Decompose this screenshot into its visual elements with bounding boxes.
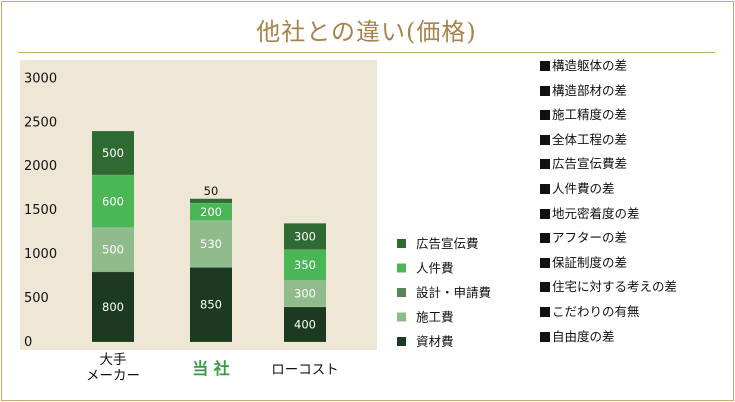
bar-segment xyxy=(92,227,134,272)
category-label: メーカー xyxy=(86,368,140,384)
difference-label: 地元密着度の差 xyxy=(552,205,640,221)
legend-label: 設計・申請費 xyxy=(416,285,491,300)
bar-segment xyxy=(190,198,232,204)
square-bullet-icon xyxy=(540,134,550,145)
data-label: 300 xyxy=(294,230,316,244)
difference-item: 住宅に対する考えの差 xyxy=(540,279,677,304)
bar-segment xyxy=(284,223,326,250)
legend-swatch xyxy=(397,239,406,248)
bar-segment xyxy=(284,249,326,281)
difference-item: 全体工程の差 xyxy=(540,132,677,157)
legend-label: 人件費 xyxy=(416,261,454,276)
data-label: 50 xyxy=(204,184,219,198)
y-tick-label: 500 xyxy=(24,291,49,306)
data-label: 500 xyxy=(102,146,124,160)
square-bullet-icon xyxy=(540,282,550,293)
difference-list: 構造躯体の差 構造部材の差 施工精度の差 全体工程の差 広告宣伝費差 人件費の差地元密着度… xyxy=(540,58,677,353)
square-bullet-icon xyxy=(540,183,550,194)
data-label: 300 xyxy=(294,287,316,301)
legend-label: 広告宣伝費 xyxy=(416,236,479,251)
data-label: 600 xyxy=(102,194,124,208)
y-tick-label: 0 xyxy=(24,335,32,350)
title-divider xyxy=(18,52,715,53)
page-title: 他社との違い(価格) xyxy=(256,18,477,46)
difference-item: 施工精度の差 xyxy=(540,107,677,132)
bar-segment xyxy=(92,271,134,342)
difference-item: こだわりの有無 xyxy=(540,304,677,329)
square-bullet-icon xyxy=(540,233,550,244)
category-label: ローコスト xyxy=(271,362,339,378)
y-tick-label: 1000 xyxy=(24,247,57,262)
difference-item: 地元密着度の差 xyxy=(540,206,677,231)
difference-label: 広告宣伝費差 xyxy=(552,156,628,172)
difference-label: 自由度の差 xyxy=(552,328,615,344)
data-label: 500 xyxy=(102,243,124,257)
square-bullet-icon xyxy=(540,331,550,342)
square-bullet-icon xyxy=(540,110,550,121)
difference-item: 自由度の差 xyxy=(540,329,677,354)
legend-swatch xyxy=(397,263,406,273)
data-label: 400 xyxy=(294,317,316,331)
y-tick-label: 2500 xyxy=(24,115,57,130)
legend-swatch xyxy=(397,288,406,297)
data-label: 850 xyxy=(200,298,222,312)
difference-label: 施工精度の差 xyxy=(552,107,628,123)
difference-label: こだわりの有無 xyxy=(552,303,640,319)
data-label: 530 xyxy=(200,237,222,251)
y-tick-label: 1500 xyxy=(24,203,57,218)
legend-label: 資材費 xyxy=(416,334,454,349)
difference-label: 人件費の差 xyxy=(552,180,615,196)
difference-item: アフターの差 xyxy=(540,230,677,255)
legend-label: 施工費 xyxy=(416,310,454,325)
difference-item: 人件費の差 xyxy=(540,181,677,206)
difference-item: 保証制度の差 xyxy=(540,255,677,280)
category-label: 当 社 xyxy=(192,359,230,378)
square-bullet-icon xyxy=(540,257,550,268)
bar-segment xyxy=(92,175,134,228)
data-label: 800 xyxy=(102,300,124,314)
difference-label: 構造躯体の差 xyxy=(552,58,628,73)
square-bullet-icon xyxy=(540,61,550,71)
y-tick-label: 3000 xyxy=(24,71,57,86)
difference-label: 保証制度の差 xyxy=(552,254,628,270)
difference-item: 構造部材の差 xyxy=(540,83,677,108)
square-bullet-icon xyxy=(540,85,550,96)
data-label: 350 xyxy=(294,258,316,272)
square-bullet-icon xyxy=(540,208,550,219)
bar-segment xyxy=(284,280,326,307)
bar-segment xyxy=(190,220,232,268)
data-label: 200 xyxy=(200,205,222,219)
square-bullet-icon xyxy=(540,159,550,170)
legend-swatch xyxy=(397,312,406,322)
bar-segment xyxy=(190,267,232,342)
y-tick-label: 2000 xyxy=(24,159,57,174)
square-bullet-icon xyxy=(540,306,550,317)
bar-segment xyxy=(92,131,134,176)
difference-item: 広告宣伝費差 xyxy=(540,156,677,181)
legend-swatch xyxy=(397,337,406,346)
category-label: 大手 xyxy=(100,352,127,368)
difference-label: アフターの差 xyxy=(552,230,628,246)
difference-label: 住宅に対する考えの差 xyxy=(552,279,678,295)
bar-segment xyxy=(284,306,326,342)
difference-label: 構造部材の差 xyxy=(552,82,628,98)
difference-label: 全体工程の差 xyxy=(552,131,628,147)
bar-segment xyxy=(190,203,232,221)
difference-item: 構造躯体の差 xyxy=(540,58,677,83)
